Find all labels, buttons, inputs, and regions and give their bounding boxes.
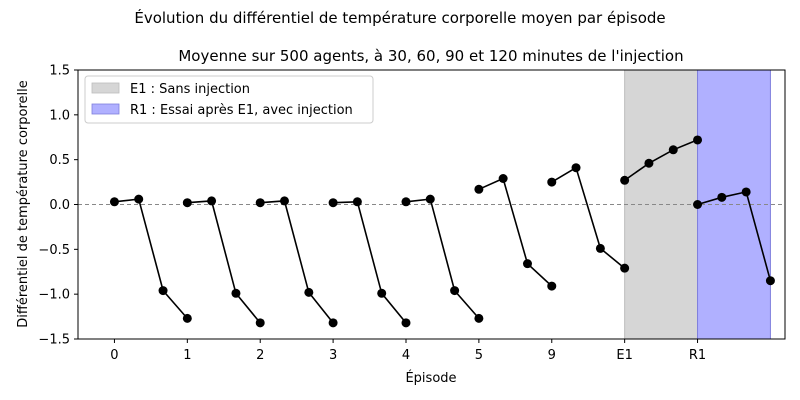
- data-point: [693, 135, 703, 145]
- data-point: [401, 318, 411, 328]
- series-line: [333, 200, 407, 324]
- shaded-regions: [624, 69, 771, 340]
- legend-swatch-e1: [91, 82, 120, 94]
- data-point: [741, 187, 751, 197]
- data-point: [255, 198, 265, 208]
- data-point: [474, 313, 484, 323]
- data-point: [304, 287, 314, 297]
- series-episode-4: [401, 194, 484, 323]
- data-point: [522, 259, 532, 269]
- data-point: [450, 286, 460, 296]
- data-point: [207, 196, 217, 206]
- data-point: [231, 288, 241, 298]
- series-episode-E1: [620, 135, 703, 185]
- legend-box: [84, 75, 374, 124]
- data-point: [620, 263, 630, 273]
- x-tick-label: 1: [183, 348, 191, 363]
- series-lines: [109, 135, 775, 328]
- series-episode-0: [109, 194, 192, 323]
- chart-subtitle: Moyenne sur 500 agents, à 30, 60, 90 et …: [178, 47, 683, 65]
- series-line: [551, 166, 626, 269]
- series-episode-1: [182, 196, 265, 328]
- x-tick-label: 0: [110, 348, 118, 363]
- series-episode-9: [547, 163, 630, 273]
- data-point: [158, 286, 168, 296]
- chart-title: Évolution du différentiel de température…: [134, 8, 665, 27]
- legend-label-r1: R1 : Essai après E1, avec injection: [130, 103, 353, 118]
- data-point: [547, 281, 557, 291]
- data-point: [109, 197, 119, 207]
- data-point: [644, 158, 654, 168]
- data-point: [571, 163, 581, 173]
- x-tick-label: 4: [402, 348, 410, 363]
- data-point: [134, 194, 144, 204]
- data-point: [693, 200, 703, 209]
- x-tick-label: E1: [616, 348, 633, 363]
- x-tick-label: 9: [548, 348, 556, 363]
- x-axis: 0 1 2 3 4 5 9 E1 R1: [110, 339, 706, 363]
- data-point: [547, 177, 557, 187]
- data-point: [182, 198, 192, 208]
- data-point: [498, 173, 508, 183]
- series-episode-3: [328, 197, 411, 328]
- x-tick-label: 3: [329, 348, 337, 363]
- data-point: [255, 318, 265, 328]
- series-episode-5: [474, 173, 557, 291]
- y-tick-label: 0.5: [49, 153, 70, 168]
- data-point: [717, 192, 727, 202]
- data-point: [401, 197, 411, 207]
- legend-swatch-r1: [91, 103, 120, 115]
- series-episode-2: [255, 196, 338, 328]
- series-line: [260, 200, 334, 324]
- x-tick-label: 5: [475, 348, 483, 363]
- legend: E1 : Sans injection R1 : Essai après E1,…: [84, 75, 374, 124]
- series-line: [478, 177, 553, 287]
- series-line: [187, 200, 261, 324]
- data-point: [620, 175, 630, 185]
- series-line: [697, 190, 772, 281]
- y-tick-label: 0.0: [49, 198, 70, 213]
- data-point: [425, 194, 435, 204]
- data-point: [328, 318, 338, 328]
- y-tick-label: −1.5: [38, 333, 70, 348]
- data-point: [279, 196, 289, 206]
- data-point: [474, 184, 484, 194]
- y-tick-label: −0.5: [38, 243, 70, 258]
- x-axis-label: Épisode: [405, 370, 456, 386]
- data-point: [765, 276, 775, 286]
- y-tick-label: 1.5: [49, 64, 70, 79]
- y-tick-label: −1.0: [38, 288, 70, 303]
- data-point: [182, 313, 192, 323]
- data-point: [595, 243, 605, 253]
- data-point: [377, 288, 387, 298]
- legend-label-e1: E1 : Sans injection: [130, 82, 250, 97]
- series-line: [624, 139, 698, 181]
- x-tick-label: 2: [256, 348, 264, 363]
- series-episode-R1: [693, 187, 775, 286]
- y-axis: −1.5 −1.0 −0.5 0.0 0.5 1.0 1.5: [38, 64, 78, 348]
- y-tick-label: 1.0: [49, 108, 70, 123]
- data-point: [328, 198, 338, 208]
- data-point: [352, 197, 362, 207]
- data-point: [668, 145, 678, 155]
- series-line: [114, 198, 188, 319]
- y-axis-label: Différentiel de température corporelle: [16, 80, 31, 327]
- series-line: [405, 198, 480, 319]
- x-tick-label: R1: [689, 348, 706, 363]
